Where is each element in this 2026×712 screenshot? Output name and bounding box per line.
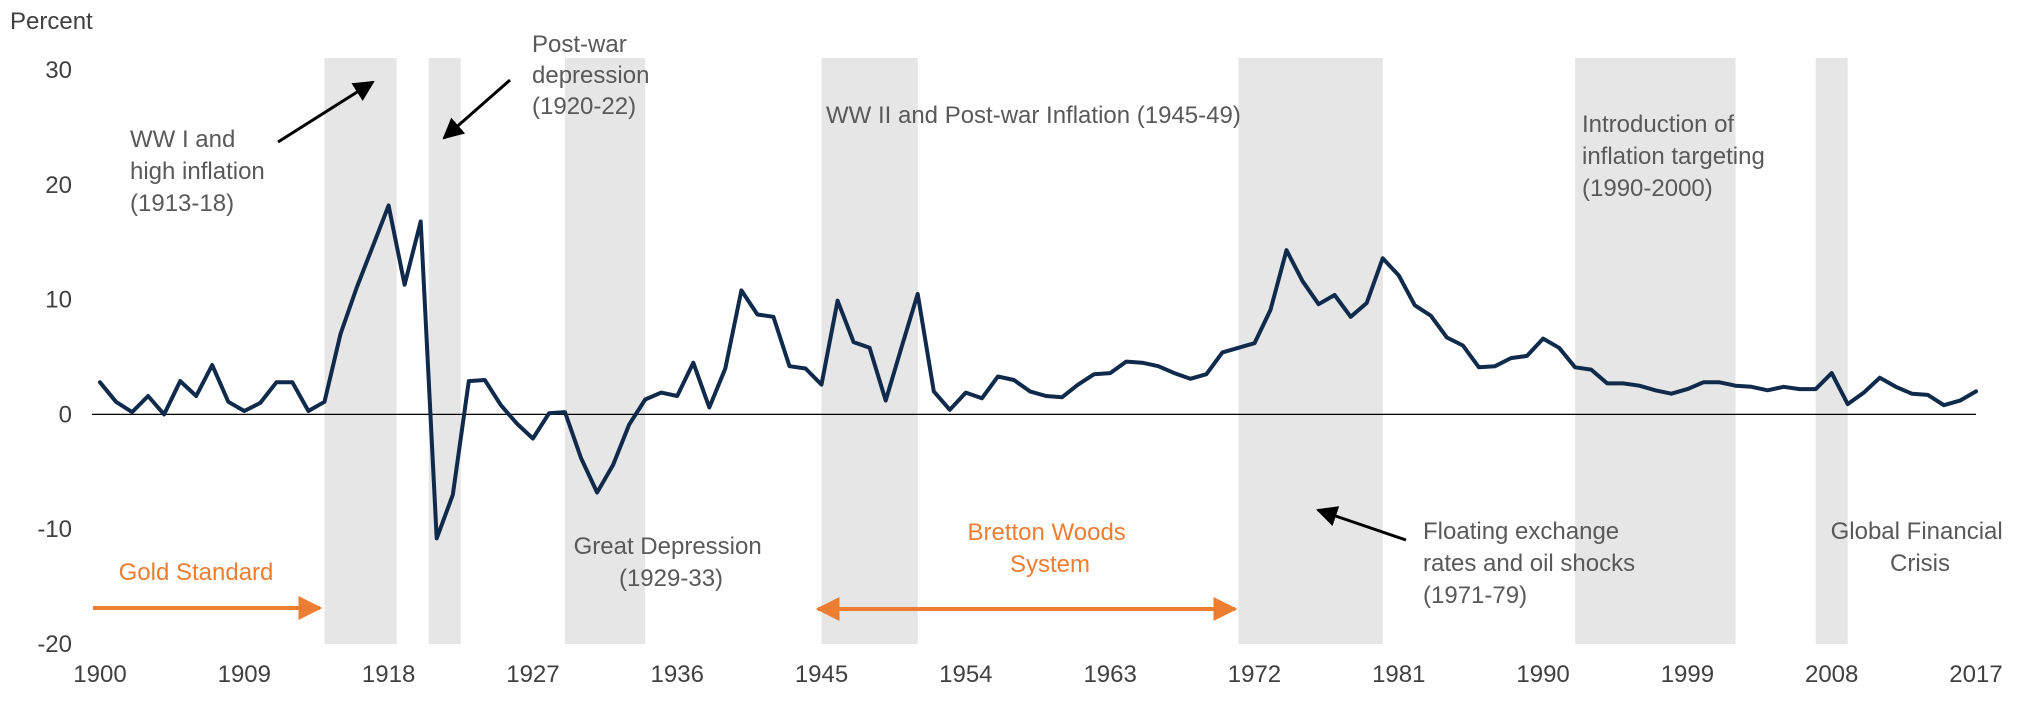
shaded-periods <box>324 58 1848 644</box>
annotation-floating-line: rates and oil shocks <box>1423 550 1635 577</box>
x-tick-label: 2017 <box>1949 661 2002 688</box>
y-axis-ticks: 30 20 10 0 -10 -20 <box>37 57 72 658</box>
annotation-ww2: WW II and Post-war Inflation (1945-49) <box>826 102 1241 129</box>
shaded-period <box>428 58 461 644</box>
x-tick-label: 1927 <box>506 661 559 688</box>
annotation-postwar-line: (1920-22) <box>532 93 636 120</box>
annotation-gfc: Global Financial Crisis <box>1831 518 2010 577</box>
annotation-ww1: WW I and high inflation (1913-18) <box>130 126 271 217</box>
x-tick-label: 1936 <box>651 661 704 688</box>
x-tick-label: 1918 <box>362 661 415 688</box>
annotation-floating-line: Floating exchange <box>1423 518 1619 545</box>
x-tick-label: 1954 <box>939 661 992 688</box>
y-tick-label: 20 <box>45 172 72 199</box>
y-axis-label: Percent <box>10 8 93 35</box>
annotation-postwar: Post-war depression (1920-22) <box>532 31 656 120</box>
y-tick-label: 30 <box>45 57 72 84</box>
annotation-postwar-arrow <box>442 78 511 140</box>
x-tick-label: 1981 <box>1372 661 1425 688</box>
shaded-period <box>1238 58 1383 644</box>
annotation-postwar-line: Post-war <box>532 31 627 58</box>
annotation-postwar-line: depression <box>532 62 649 89</box>
x-axis-ticks: 1900 1909 1918 1927 1936 1945 1954 1963 1972 1981… <box>73 661 2002 688</box>
annotation-great-depression-line: (1929-33) <box>619 565 723 592</box>
annotation-great-depression: Great Depression (1929-33) <box>574 533 769 592</box>
annotation-great-depression-line: Great Depression <box>574 533 762 560</box>
annotation-ww1-line: high inflation <box>130 158 265 185</box>
shaded-period <box>1575 58 1736 644</box>
inflation-series-line <box>98 203 1978 541</box>
annotation-ww1-line: (1913-18) <box>130 190 234 217</box>
annotation-targeting-line: (1990-2000) <box>1582 175 1713 202</box>
annotation-bretton-woods-line: Bretton Woods <box>968 519 1126 546</box>
x-tick-label: 1909 <box>218 661 271 688</box>
annotation-ww1-arrow <box>277 80 375 144</box>
x-tick-label: 1990 <box>1516 661 1569 688</box>
y-tick-label: -20 <box>37 631 72 658</box>
annotation-gfc-line: Global Financial <box>1831 518 2003 545</box>
annotation-targeting-line: Introduction of <box>1582 111 1734 138</box>
annotation-gfc-line: Crisis <box>1890 550 1950 577</box>
annotation-floating-arrow <box>1316 506 1407 542</box>
annotation-gold-standard: Gold Standard <box>119 559 274 586</box>
annotation-floating: Floating exchange rates and oil shocks (… <box>1423 518 1642 609</box>
x-tick-label: 1945 <box>795 661 848 688</box>
annotation-bretton-woods: Bretton Woods System <box>968 519 1133 578</box>
annotation-targeting-line: inflation targeting <box>1582 143 1765 170</box>
annotation-targeting: Introduction of inflation targeting (199… <box>1582 111 1771 202</box>
y-tick-label: 10 <box>45 287 72 314</box>
annotation-floating-line: (1971-79) <box>1423 582 1527 609</box>
annotation-ww1-line: WW I and <box>130 126 235 153</box>
shaded-period <box>564 58 646 644</box>
y-tick-label: 0 <box>59 401 72 428</box>
x-tick-label: 1972 <box>1228 661 1281 688</box>
y-tick-label: -10 <box>37 516 72 543</box>
x-tick-label: 2008 <box>1805 661 1858 688</box>
x-tick-label: 1963 <box>1083 661 1136 688</box>
annotation-bretton-woods-line: System <box>1010 551 1090 578</box>
x-tick-label: 1999 <box>1661 661 1714 688</box>
x-tick-label: 1900 <box>73 661 126 688</box>
shaded-period <box>1815 58 1848 644</box>
